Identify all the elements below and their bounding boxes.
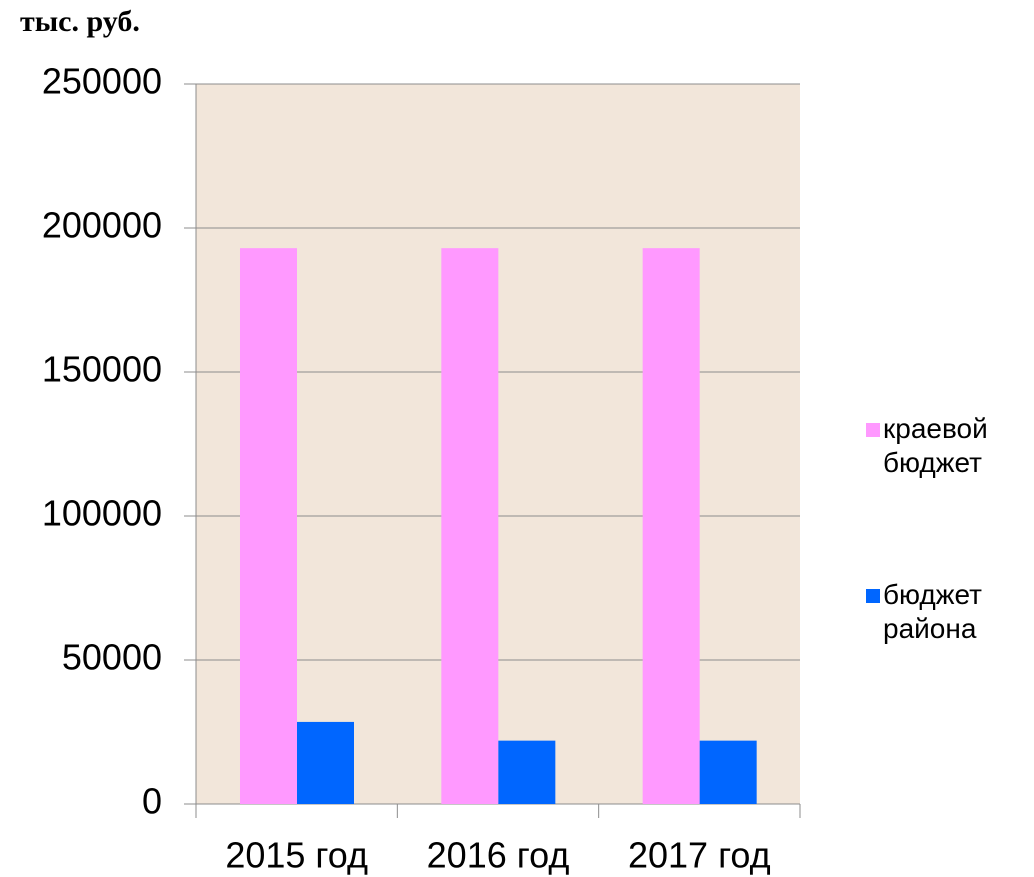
legend-label: краевой бюджет [883, 413, 988, 478]
y-tick-label: 150000 [42, 349, 162, 390]
x-tick-label: 2016 год [427, 835, 570, 876]
y-tick-label: 200000 [42, 205, 162, 246]
x-tick-label: 2015 год [225, 835, 368, 876]
legend-item: краевой бюджет [866, 412, 1034, 480]
chart-title: тыс. руб. [20, 5, 140, 38]
y-tick-label: 50000 [62, 637, 162, 678]
legend-item: бюджет района [866, 578, 1034, 646]
bar [498, 740, 556, 804]
legend-swatch [866, 589, 880, 603]
y-tick-label: 0 [142, 781, 162, 822]
legend-swatch [866, 423, 880, 437]
bar [297, 721, 354, 804]
legend-label: бюджет района [883, 579, 982, 644]
bar [642, 248, 700, 804]
bar [699, 740, 757, 804]
y-tick-label: 250000 [42, 61, 162, 102]
bar [240, 248, 297, 804]
x-tick-label: 2017 год [628, 835, 771, 876]
y-tick-label: 100000 [42, 493, 162, 534]
bar [441, 248, 499, 804]
